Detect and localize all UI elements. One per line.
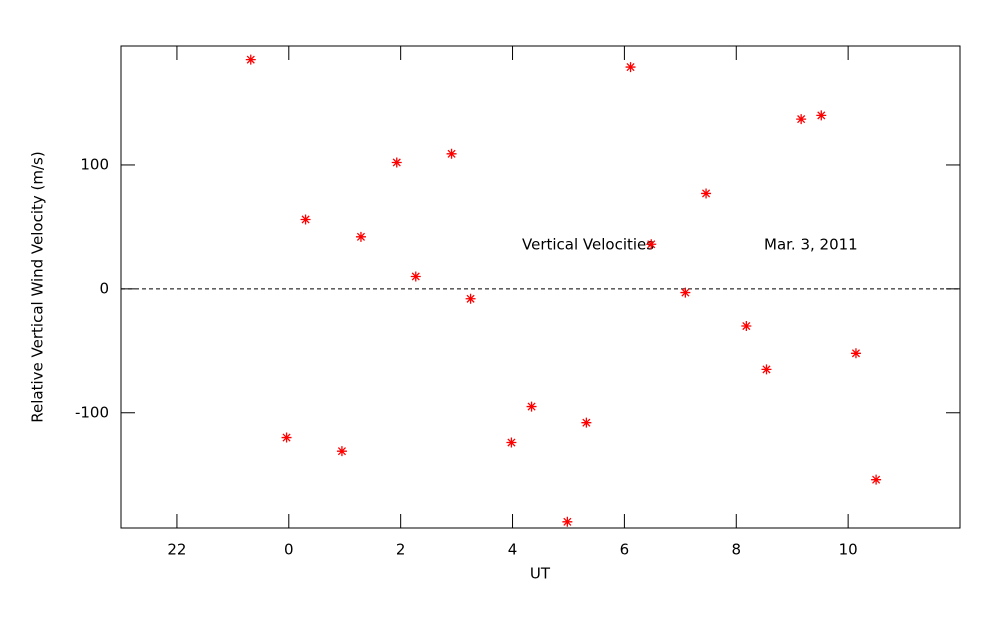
y-tick-label: -100	[75, 403, 109, 421]
point	[581, 417, 592, 428]
y-axis-label: Relative Vertical Wind Velocity (m/s)	[29, 151, 47, 422]
point	[761, 364, 772, 375]
point	[245, 54, 256, 65]
x-tick-label: 22	[167, 541, 186, 559]
plot-frame	[120, 45, 961, 529]
point	[816, 110, 827, 121]
point	[281, 432, 292, 443]
point	[355, 231, 366, 242]
point	[336, 446, 347, 457]
point	[446, 148, 457, 159]
x-tick-label: 4	[508, 541, 518, 559]
chart-title: Vertical Velocities	[522, 236, 654, 254]
point	[410, 271, 421, 282]
x-tick-label: 10	[839, 541, 858, 559]
point	[680, 287, 691, 298]
point	[741, 321, 752, 332]
x-tick-label: 8	[731, 541, 741, 559]
point	[526, 401, 537, 412]
x-tick-label: 6	[620, 541, 630, 559]
x-tick-label: 0	[284, 541, 294, 559]
point	[465, 293, 476, 304]
point	[391, 157, 402, 168]
annotation: Mar. 3, 2011	[764, 236, 858, 254]
x-axis-label: UT	[530, 565, 551, 583]
point	[871, 474, 882, 485]
point	[506, 437, 517, 448]
point	[562, 516, 573, 527]
y-tick-label: 0	[99, 279, 109, 297]
point	[625, 62, 636, 73]
point	[701, 188, 712, 199]
y-tick-label: 100	[80, 155, 109, 173]
point	[646, 239, 657, 250]
x-tick-label: 2	[396, 541, 406, 559]
point	[796, 114, 807, 125]
point	[300, 214, 311, 225]
point	[850, 348, 861, 359]
